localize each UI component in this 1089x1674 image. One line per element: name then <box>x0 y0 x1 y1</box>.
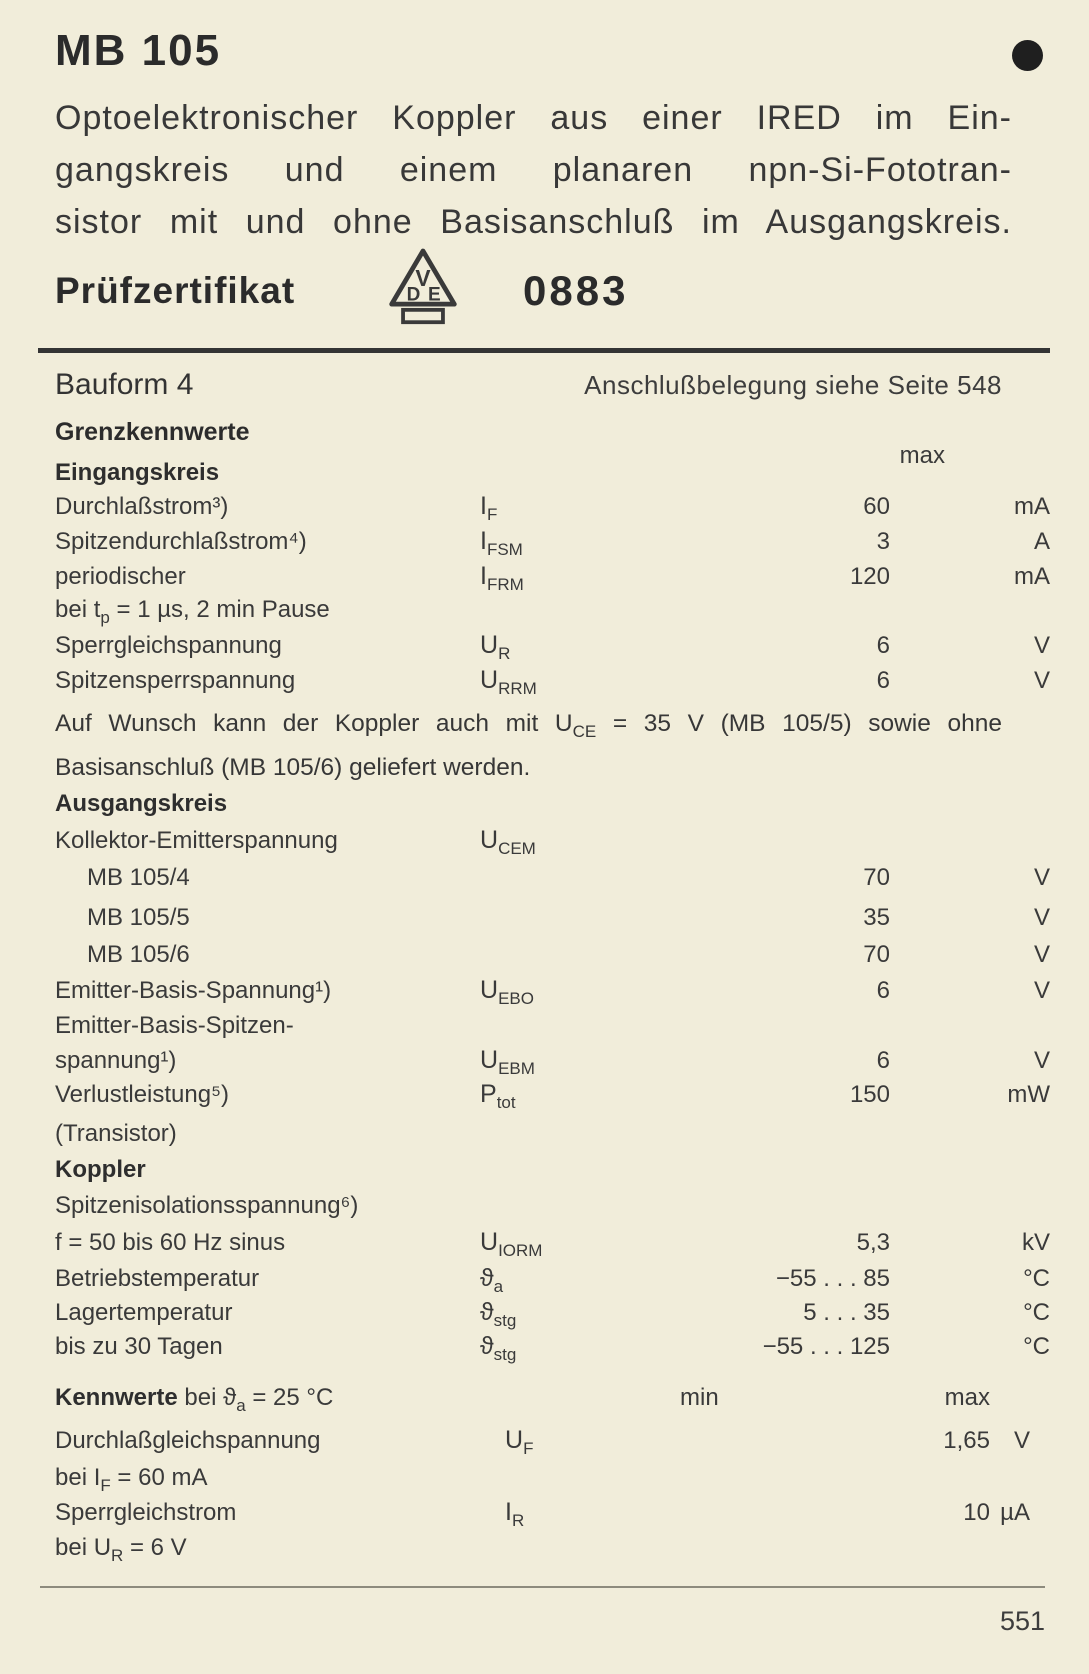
table-row: Emitter-Basis-Spannung¹) UEBO 6 V <box>55 976 1050 1008</box>
option-note: Auf Wunsch kann der Koppler auch mit UCE… <box>55 710 1002 781</box>
table-row: Spitzenisolationsspannung⁶) <box>55 1192 359 1219</box>
grenzkennwerte-heading: Grenzkennwerte <box>55 418 250 446</box>
section-row: Koppler <box>55 1156 146 1183</box>
info-row: Bauform 4 Anschlußbelegung siehe Seite 5… <box>55 368 1002 402</box>
description-paragraph: Optoelektronischer Koppler aus einer IRE… <box>55 92 1012 248</box>
table-row: MB 105/4 70 V <box>87 864 1050 891</box>
table-row: Emitter-Basis-Spitzen- <box>55 1012 294 1039</box>
table-row: periodischer IFRM 120 mA <box>55 562 1050 594</box>
table-row: Spitzensperrspannung URRM 6 V <box>55 666 1050 698</box>
table-row: Betriebstemperatur ϑa −55 . . . 85 °C <box>55 1264 1050 1296</box>
part-number-title: MB 105 <box>55 26 222 75</box>
table-row: f = 50 bis 60 Hz sinus UIORM 5,3 kV <box>55 1228 1050 1260</box>
condition-row: bei IF = 60 mA <box>55 1464 208 1495</box>
top-divider-rule <box>38 348 1050 353</box>
table-row: Sperrgleichspannung UR 6 V <box>55 631 1050 663</box>
table-row: Durchlaßgleichspannung UF 1,65 V <box>55 1426 1030 1458</box>
page-number: 551 <box>999 1606 1045 1636</box>
table-row: Lagertemperatur ϑstg 5 . . . 35 °C <box>55 1298 1050 1330</box>
table-row: Sperrgleichstrom IR 10 µA <box>55 1498 1030 1530</box>
max-column-header: max <box>899 442 945 469</box>
vde-letter-d: D <box>407 284 421 305</box>
table-row: MB 105/5 35 V <box>87 904 1050 931</box>
condition-row: bei UR = 6 V <box>55 1534 187 1565</box>
section-row: Ausgangskreis <box>55 790 228 817</box>
bauform-label: Bauform 4 <box>55 368 194 401</box>
max-column-header: max <box>944 1384 990 1411</box>
description-line: Optoelektronischer Koppler aus einer IRE… <box>55 99 1012 137</box>
table-row: MB 105/6 70 V <box>87 941 1050 968</box>
table-row: Durchlaßstrom³) IF 60 mA <box>55 492 1050 524</box>
table-row: bis zu 30 Tagen ϑstg −55 . . . 125 °C <box>55 1332 1050 1364</box>
kennwerte-heading-row: Kennwerte bei ϑa = 25 °C min max <box>55 1384 990 1415</box>
table-row: (Transistor) <box>55 1120 177 1147</box>
vde-letter-v: V <box>415 265 431 291</box>
table-row: Verlustleistung⁵) Ptot 150 mW <box>55 1080 1050 1112</box>
description-line: sistor mit und ohne Basisanschluß im Aus… <box>55 203 1012 241</box>
table-row: Spitzendurchlaßstrom⁴) IFSM 3 A <box>55 527 1050 559</box>
section-row: Eingangskreis <box>55 459 220 486</box>
index-marker-dot <box>1012 40 1043 71</box>
description-line: gangskreis und einem planaren npn-Si-Fot… <box>55 151 1012 189</box>
table-row: spannung¹) UEBM 6 V <box>55 1046 1050 1078</box>
bottom-divider-rule <box>40 1586 1045 1588</box>
min-column-header: min <box>680 1384 719 1411</box>
pinout-reference: Anschlußbelegung siehe Seite 548 <box>584 370 1002 400</box>
certificate-label: Prüfzertifikat <box>55 270 296 311</box>
vde-letter-e: E <box>428 284 441 305</box>
certificate-row: Prüfzertifikat V D E 0883 <box>55 248 629 332</box>
condition-row: bei tp = 1 µs, 2 min Pause <box>55 596 330 627</box>
table-row: Kollektor-Emitterspannung UCEM <box>55 826 536 858</box>
vde-triangle-icon: V D E <box>389 248 457 325</box>
certificate-number: 0883 <box>523 267 629 314</box>
